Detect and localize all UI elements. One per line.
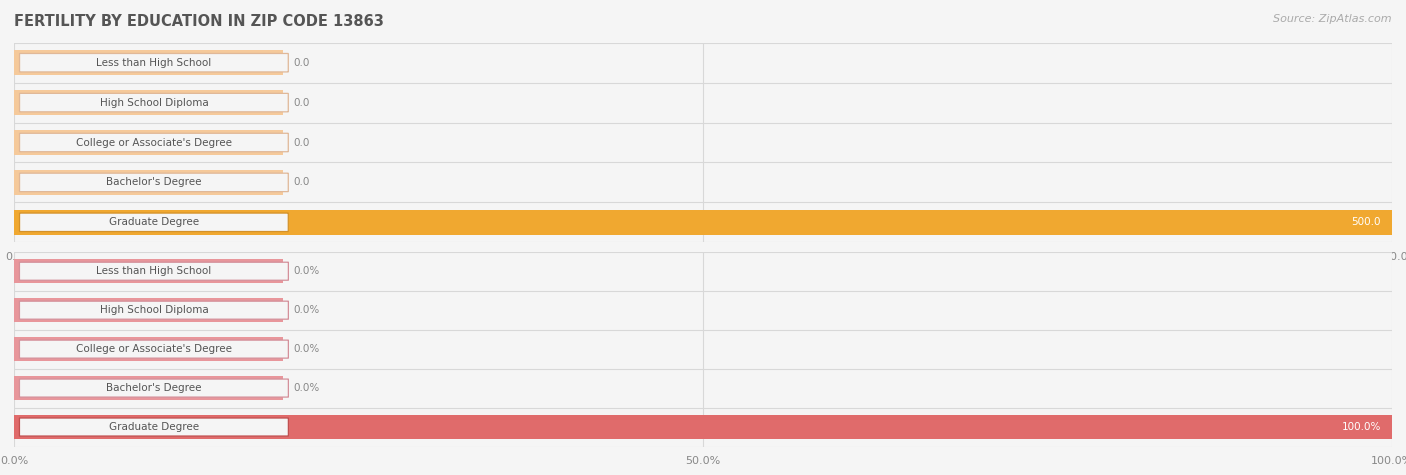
Text: Source: ZipAtlas.com: Source: ZipAtlas.com	[1274, 14, 1392, 24]
Bar	[14, 210, 1392, 235]
Bar	[14, 130, 283, 155]
Text: Bachelor's Degree: Bachelor's Degree	[107, 177, 201, 188]
Bar	[14, 298, 283, 322]
Text: College or Associate's Degree: College or Associate's Degree	[76, 137, 232, 148]
Text: Bachelor's Degree: Bachelor's Degree	[107, 383, 201, 393]
Text: Less than High School: Less than High School	[96, 57, 211, 68]
FancyBboxPatch shape	[20, 262, 288, 280]
Text: Less than High School: Less than High School	[96, 266, 211, 276]
Text: 0.0: 0.0	[294, 97, 311, 108]
Text: 100.0%: 100.0%	[1341, 422, 1381, 432]
Text: 0.0%: 0.0%	[294, 344, 321, 354]
Bar	[14, 376, 283, 400]
Text: College or Associate's Degree: College or Associate's Degree	[76, 344, 232, 354]
FancyBboxPatch shape	[20, 418, 288, 436]
FancyBboxPatch shape	[20, 94, 288, 112]
FancyBboxPatch shape	[20, 173, 288, 191]
Text: 0.0%: 0.0%	[294, 383, 321, 393]
Bar	[14, 259, 283, 283]
Text: High School Diploma: High School Diploma	[100, 305, 208, 315]
Text: High School Diploma: High School Diploma	[100, 97, 208, 108]
Text: Graduate Degree: Graduate Degree	[108, 422, 200, 432]
Text: 0.0: 0.0	[294, 57, 311, 68]
Bar	[14, 170, 283, 195]
Text: 0.0%: 0.0%	[294, 266, 321, 276]
Text: 0.0%: 0.0%	[294, 305, 321, 315]
Bar	[14, 415, 1392, 439]
FancyBboxPatch shape	[20, 133, 288, 152]
Text: Graduate Degree: Graduate Degree	[108, 217, 200, 228]
Bar	[14, 337, 283, 361]
Text: 0.0: 0.0	[294, 137, 311, 148]
Bar	[14, 90, 283, 115]
Text: FERTILITY BY EDUCATION IN ZIP CODE 13863: FERTILITY BY EDUCATION IN ZIP CODE 13863	[14, 14, 384, 29]
Text: 0.0: 0.0	[294, 177, 311, 188]
Text: 500.0: 500.0	[1351, 217, 1381, 228]
FancyBboxPatch shape	[20, 340, 288, 358]
FancyBboxPatch shape	[20, 54, 288, 72]
FancyBboxPatch shape	[20, 301, 288, 319]
FancyBboxPatch shape	[20, 213, 288, 231]
Bar	[14, 50, 283, 75]
FancyBboxPatch shape	[20, 379, 288, 397]
